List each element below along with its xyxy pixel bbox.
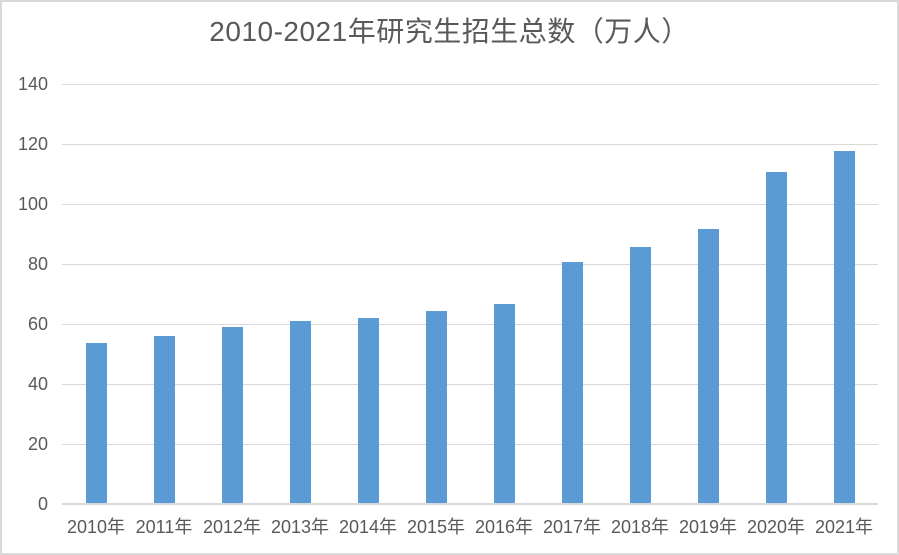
x-axis-tick-label: 2013年	[270, 517, 330, 537]
x-axis-line	[62, 503, 878, 505]
bar-2019年	[697, 228, 719, 504]
gridline	[62, 84, 878, 85]
bar-2010年	[85, 342, 107, 504]
gridline	[62, 204, 878, 205]
x-axis-tick-label: 2016年	[474, 517, 534, 537]
bar-2020年	[765, 171, 787, 504]
gridline	[62, 264, 878, 265]
bar-2016年	[493, 303, 515, 504]
plot-area	[62, 84, 878, 505]
gridline	[62, 324, 878, 325]
x-axis-tick-label: 2015年	[406, 517, 466, 537]
y-axis-tick-label: 140	[17, 74, 48, 94]
bar-2013年	[289, 320, 311, 504]
bar-2017年	[561, 262, 583, 504]
chart-title: 2010-2021年研究生招生总数（万人）	[209, 16, 690, 47]
bar-2018年	[629, 246, 651, 504]
y-axis-tick-label: 80	[27, 254, 48, 274]
y-axis-tick-label: 60	[27, 314, 48, 334]
x-axis-tick-label: 2018年	[610, 517, 670, 537]
bar-2021年	[833, 150, 855, 504]
y-axis-tick-label: 100	[17, 194, 48, 214]
x-axis-tick-label: 2020年	[746, 517, 806, 537]
y-axis-tick-label: 0	[37, 494, 48, 514]
x-axis-tick-label: 2017年	[542, 517, 602, 537]
x-axis-tick-label: 2011年	[135, 517, 193, 537]
y-axis-tick-label: 20	[27, 434, 48, 454]
y-axis-tick-label: 40	[27, 374, 48, 394]
x-axis-tick-label: 2012年	[202, 517, 262, 537]
x-axis-tick-label: 2010年	[66, 517, 126, 537]
x-axis-tick-label: 2021年	[814, 517, 874, 537]
x-axis-tick-label: 2014年	[338, 517, 398, 537]
bar-2014年	[357, 317, 379, 504]
y-axis-tick-label: 120	[17, 134, 48, 154]
gridline	[62, 384, 878, 385]
gridline	[62, 144, 878, 145]
x-axis-tick-label: 2019年	[678, 517, 738, 537]
bar-2012年	[221, 327, 243, 504]
bar-2011年	[153, 336, 175, 504]
gridline	[62, 444, 878, 445]
bar-2015年	[425, 310, 447, 504]
